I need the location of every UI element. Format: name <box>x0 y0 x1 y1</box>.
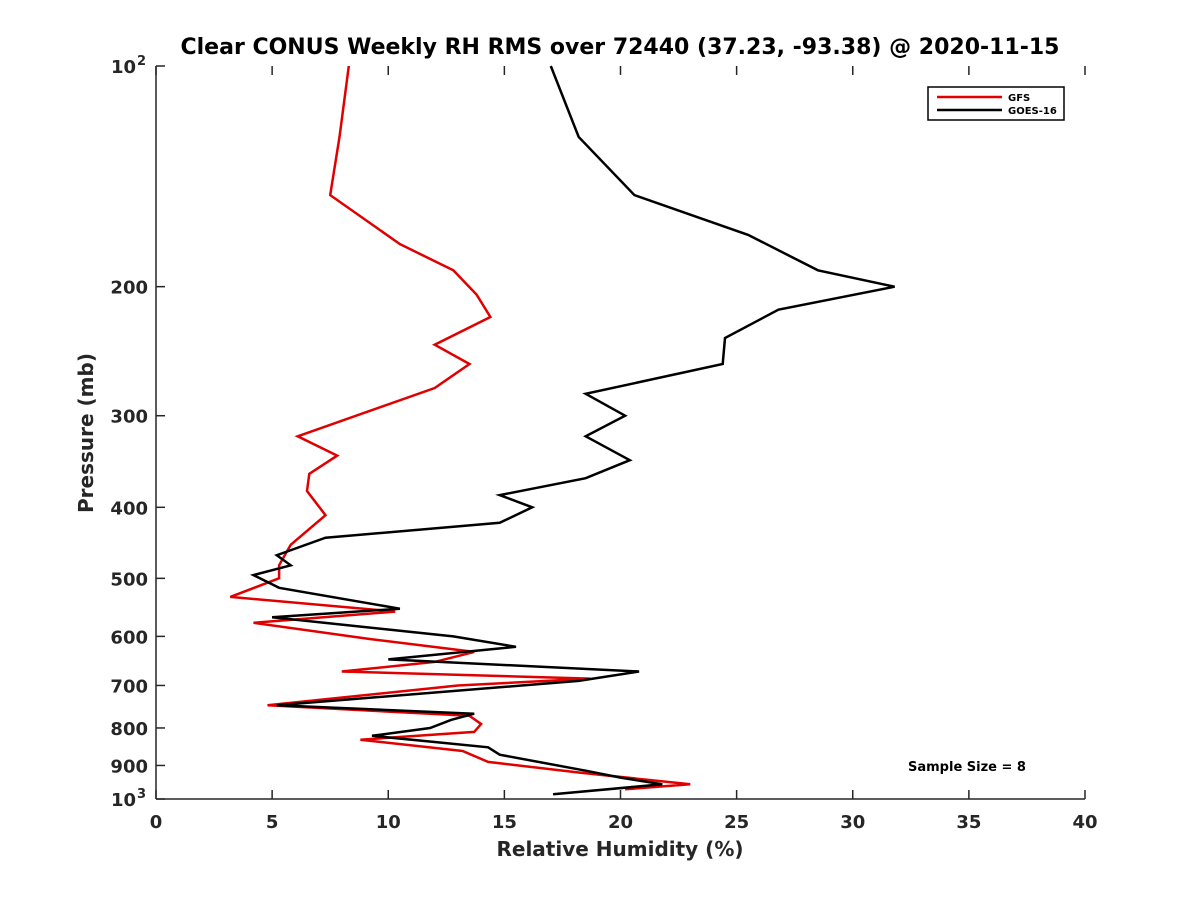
series-line-goes16 <box>249 65 895 796</box>
y-tick-label: 400 <box>110 498 148 519</box>
x-tick-label: 30 <box>840 812 865 833</box>
legend: GFS GOES-16 <box>927 86 1065 121</box>
sample-size-annotation: Sample Size = 8 <box>908 760 1026 775</box>
x-tick-label: 20 <box>608 812 633 833</box>
x-tick-label: 10 <box>376 812 401 833</box>
x-tick-label: 40 <box>1072 812 1097 833</box>
y-axis-label: Pressure (mb) <box>74 353 98 513</box>
legend-box <box>927 86 1065 121</box>
x-axis-ticks: 0 5 10 15 20 25 30 35 40 <box>150 66 1098 833</box>
x-tick-label: 35 <box>956 812 981 833</box>
x-tick-label: 15 <box>492 812 517 833</box>
y-tick-label: 200 <box>110 278 148 299</box>
x-tick-label: 25 <box>724 812 749 833</box>
x-tick-label: 5 <box>266 812 279 833</box>
legend-label-goes16: GOES-16 <box>1008 106 1057 117</box>
series-line-gfs <box>229 65 691 791</box>
y-tick-label: 700 <box>110 676 148 697</box>
y-tick-label: 900 <box>110 756 148 777</box>
x-tick-label: 0 <box>150 812 163 833</box>
y-tick-label: 300 <box>110 407 148 428</box>
legend-label-gfs: GFS <box>1008 93 1030 104</box>
y-tick-exponent: 3 <box>137 787 146 802</box>
series-layer <box>229 65 895 796</box>
y-tick-exponent: 2 <box>137 54 146 69</box>
x-axis-label: Relative Humidity (%) <box>496 837 743 861</box>
y-tick-label: 800 <box>110 719 148 740</box>
y-tick-label: 600 <box>110 627 148 648</box>
y-tick-label: 10 <box>111 790 136 811</box>
y-tick-label: 500 <box>110 569 148 590</box>
chart-title: Clear CONUS Weekly RH RMS over 72440 (37… <box>181 35 1060 60</box>
y-tick-label: 10 <box>111 57 136 78</box>
